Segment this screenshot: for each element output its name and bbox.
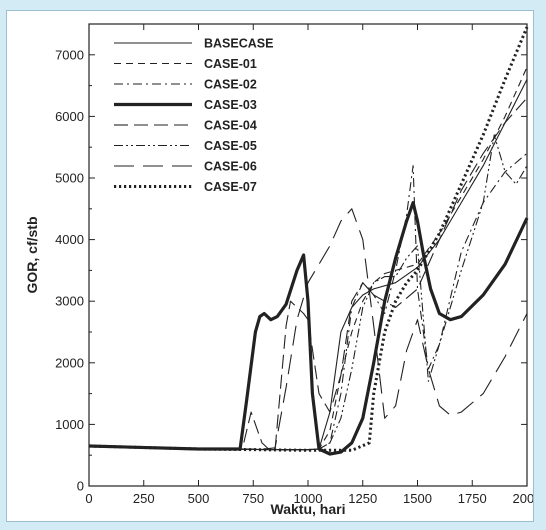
- legend-label-case-06: CASE-06: [204, 160, 257, 174]
- y-tick-label: 6000: [55, 109, 84, 124]
- legend-label-case-07: CASE-07: [204, 180, 257, 194]
- legend-label-case-02: CASE-02: [204, 78, 257, 92]
- x-tick-label: 1750: [458, 491, 487, 506]
- legend-label-case-01: CASE-01: [204, 57, 257, 71]
- y-tick-label: 1000: [55, 417, 84, 432]
- y-tick-label: 7000: [55, 47, 84, 62]
- y-tick-label: 3000: [55, 294, 84, 309]
- chart-panel: 0 250 500 750 1000 1250 1500 1750 2000 0 1000 2000 3…: [6, 10, 534, 522]
- x-tick-label: 1250: [348, 491, 377, 506]
- series-line-case-01: [88, 66, 528, 451]
- plot-area: [88, 23, 528, 487]
- x-tick-label: 250: [133, 491, 155, 506]
- x-tick-label: 1500: [403, 491, 432, 506]
- x-axis-label: Waktu, hari: [271, 501, 346, 517]
- y-tick-label: 4000: [55, 232, 84, 247]
- y-tick-label: 5000: [55, 171, 84, 186]
- legend-label-basecase: BASECASE: [204, 37, 273, 51]
- legend-label-case-05: CASE-05: [204, 139, 257, 153]
- legend-label-case-04: CASE-04: [204, 119, 257, 133]
- y-tick-label: 2000: [55, 355, 84, 370]
- series-line-case-04: [88, 97, 528, 450]
- x-tick-label: 500: [188, 491, 210, 506]
- x-tick-label: 750: [242, 491, 264, 506]
- series-line-case-06: [88, 208, 528, 450]
- y-axis-label: GOR, cf/stb: [24, 216, 40, 293]
- x-tick-label: 0: [85, 491, 92, 506]
- series-line-case-05: [88, 134, 528, 451]
- series-line-case-03: [88, 201, 529, 456]
- y-tick-label: 0: [77, 479, 84, 494]
- series-line-case-07: [88, 26, 529, 452]
- x-tick-label: 1000: [294, 491, 323, 506]
- legend-label-case-03: CASE-03: [204, 98, 257, 112]
- gor-chart: 0 250 500 750 1000 1250 1500 1750 2000 0 1000 2000 3…: [24, 23, 533, 517]
- x-tick-label: 2000: [513, 491, 533, 506]
